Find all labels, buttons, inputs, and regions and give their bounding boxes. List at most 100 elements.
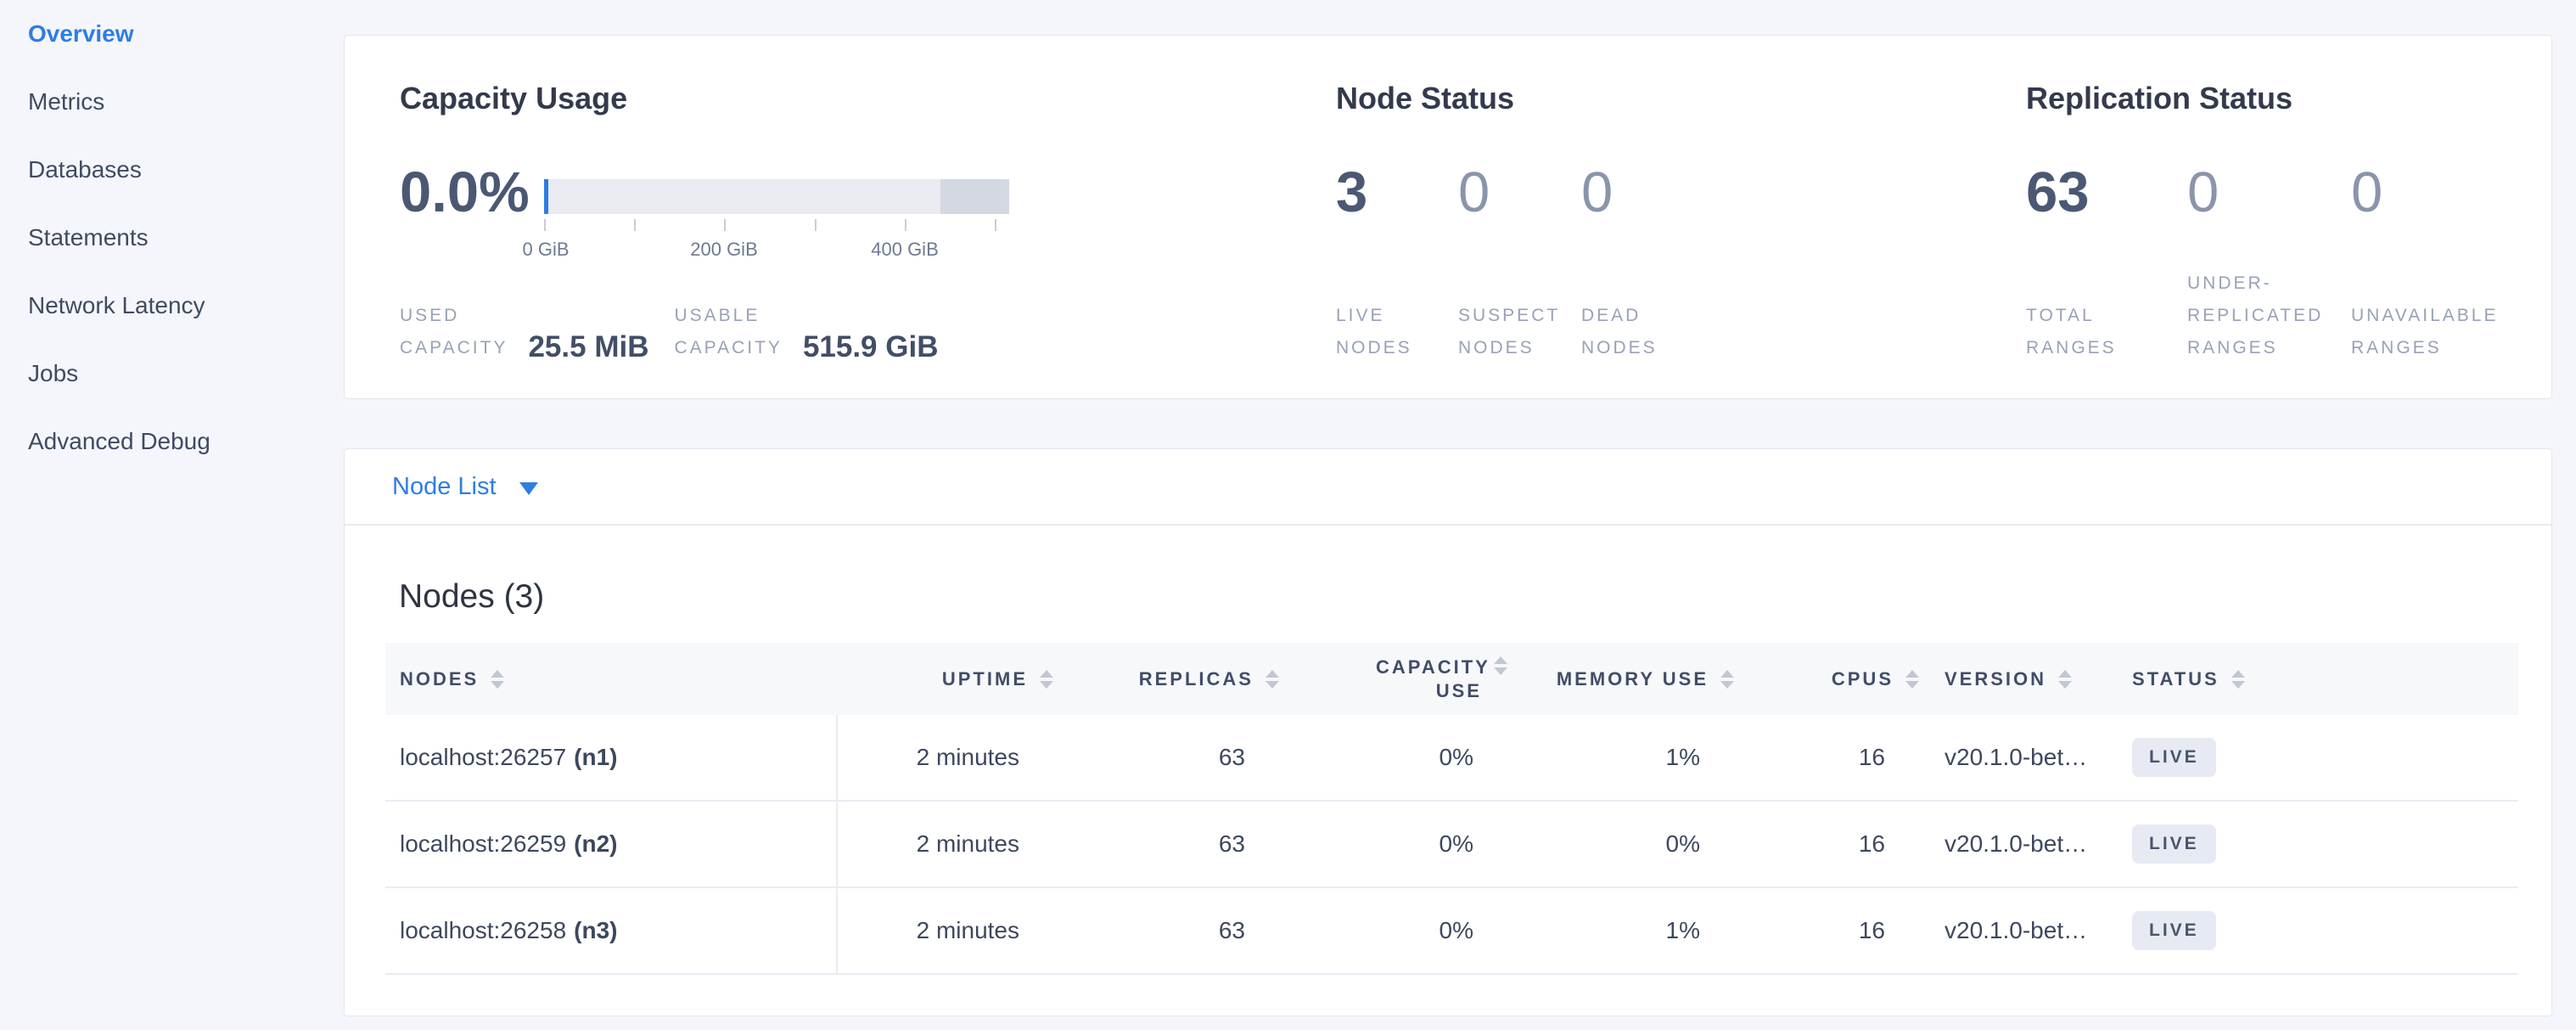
sort-icon — [1720, 669, 1734, 689]
usable-capacity-label: USABLE CAPACITY — [674, 306, 783, 357]
uptime-cell: 2 minutes — [916, 917, 1019, 943]
node-address-cell: localhost:26258 (n3) — [385, 888, 838, 973]
node-status-stats: 3 LIVE NODES 0 SUSPECT NODES 0 — [1336, 160, 1655, 398]
node-list-panel: Node List Nodes (3) NODES UPTIME RE — [344, 448, 2552, 1016]
status-cell: LIVE — [2079, 888, 2518, 973]
nodes-table-header: NODES UPTIME REPLICAS CAPACITY USE — [385, 643, 2518, 715]
capacity-use-cell: 0% — [1439, 830, 1473, 857]
capacity-use-cell: 0% — [1439, 917, 1473, 943]
nodes-table: NODES UPTIME REPLICAS CAPACITY USE — [385, 643, 2518, 975]
dead-nodes-stat: 0 DEAD NODES — [1581, 160, 1655, 398]
column-header-capacity-use[interactable]: CAPACITY USE — [1245, 643, 1507, 715]
sort-icon — [1905, 669, 1919, 689]
unavailable-ranges-stat: 0 UNAVAILABLE RANGES — [2351, 160, 2495, 398]
sidebar-item-overview[interactable]: Overview — [28, 20, 134, 47]
node-status-section: Node Status 3 LIVE NODES 0 SUSPECT NODES — [1336, 36, 2015, 398]
status-badge: LIVE — [2132, 738, 2216, 777]
column-header-replicas[interactable]: REPLICAS — [1019, 643, 1279, 715]
node-list-dropdown[interactable]: Node List — [392, 473, 538, 501]
cpus-cell: 16 — [1858, 917, 1885, 943]
capacity-gauge-used-marker — [544, 179, 548, 214]
capacity-used-percent: 0.0% — [400, 160, 530, 224]
usable-capacity-stat: USABLE CAPACITY 515.9 GiB — [674, 300, 938, 364]
chevron-down-icon — [519, 481, 538, 495]
axis-tick-label: 400 GiB — [871, 239, 939, 260]
status-badge: LIVE — [2132, 825, 2216, 864]
column-header-version[interactable]: VERSION — [1885, 643, 2079, 715]
used-capacity-label: USED CAPACITY — [400, 306, 508, 357]
live-nodes-count: 3 — [1336, 160, 1368, 224]
sort-icon — [2231, 669, 2245, 689]
usable-capacity-value: 515.9 GiB — [802, 330, 939, 363]
suspect-nodes-stat: 0 SUSPECT NODES — [1458, 163, 1581, 398]
nodes-table-body: localhost:26257 (n1) 2 minutes 63 0% 1% … — [385, 715, 2518, 975]
sort-icon — [491, 669, 505, 689]
axis-tick-label: 200 GiB — [690, 239, 758, 260]
sidebar-nav-list: Overview Metrics Databases Statements Ne… — [0, 0, 344, 476]
uptime-cell: 2 minutes — [916, 830, 1019, 857]
live-nodes-stat: 3 LIVE NODES — [1336, 163, 1458, 398]
total-ranges-stat: 63 TOTAL RANGES — [2026, 163, 2187, 398]
capacity-use-cell: 0% — [1439, 744, 1473, 770]
unavailable-ranges-count: 0 — [2351, 160, 2383, 224]
column-header-cpus[interactable]: CPUS — [1700, 643, 1919, 715]
capacity-stats: USED CAPACITY 25.5 MiB USABLE CAPACITY 5… — [400, 300, 938, 364]
table-row-node-3[interactable]: localhost:26258 (n3) 2 minutes 63 0% 1% … — [385, 888, 2518, 975]
replicas-cell: 63 — [1218, 917, 1245, 943]
used-capacity-value: 25.5 MiB — [528, 330, 649, 363]
column-header-nodes[interactable]: NODES — [385, 643, 838, 715]
uptime-cell: 2 minutes — [916, 744, 1019, 770]
replication-status-title: Replication Status — [2026, 81, 2293, 115]
total-ranges-label: TOTAL RANGES — [2026, 306, 2117, 357]
node-address-cell: localhost:26257 (n1) — [385, 715, 838, 800]
dead-nodes-label: DEAD NODES — [1581, 306, 1658, 357]
version-cell: v20.1.0-bet… — [1945, 917, 2088, 943]
node-list-dropdown-label: Node List — [392, 472, 497, 500]
table-row-node-2[interactable]: localhost:26259 (n2) 2 minutes 63 0% 0% … — [385, 802, 2518, 888]
node-status-title: Node Status — [1336, 81, 1515, 115]
column-header-status[interactable]: STATUS — [2079, 643, 2518, 715]
column-header-memory-use[interactable]: MEMORY USE — [1473, 643, 1734, 715]
under-replicated-ranges-stat: 0 UNDER- REPLICATED RANGES — [2187, 163, 2351, 398]
capacity-gauge-reserved-segment — [940, 179, 1009, 214]
capacity-usage-title: Capacity Usage — [400, 81, 628, 115]
axis-tick-label: 0 GiB — [522, 239, 570, 260]
sidebar-item-databases[interactable]: Databases — [28, 156, 142, 183]
sort-icon — [1494, 656, 1507, 675]
sidebar-item-jobs[interactable]: Jobs — [28, 360, 79, 386]
unavailable-ranges-label: UNAVAILABLE RANGES — [2351, 306, 2499, 357]
memory-use-cell: 0% — [1665, 830, 1700, 857]
version-cell: v20.1.0-bet… — [1945, 830, 2088, 857]
sidebar-item-statements[interactable]: Statements — [28, 224, 149, 250]
cpus-cell: 16 — [1858, 830, 1885, 857]
suspect-nodes-count: 0 — [1458, 160, 1490, 224]
under-replicated-ranges-count: 0 — [2187, 160, 2220, 224]
replication-stats: 63 TOTAL RANGES 0 UNDER- REPLICATED RANG… — [2026, 160, 2495, 398]
version-cell: v20.1.0-bet… — [1945, 744, 2088, 770]
dead-nodes-count: 0 — [1581, 160, 1614, 224]
sidebar: Overview Metrics Databases Statements Ne… — [0, 0, 344, 1030]
table-row-node-1[interactable]: localhost:26257 (n1) 2 minutes 63 0% 1% … — [385, 715, 2518, 802]
status-cell: LIVE — [2079, 802, 2518, 886]
capacity-gauge-axis-ticks — [544, 219, 1009, 231]
sidebar-item-metrics[interactable]: Metrics — [28, 88, 105, 115]
replicas-cell: 63 — [1218, 830, 1245, 857]
capacity-usage-section: Capacity Usage 0.0% 0 GiB 200 GiB 400 Gi… — [400, 36, 1333, 398]
nodes-count-heading: Nodes (3) — [399, 578, 545, 615]
memory-use-cell: 1% — [1665, 744, 1700, 770]
suspect-nodes-label: SUSPECT NODES — [1458, 306, 1561, 357]
under-replicated-ranges-label: UNDER- REPLICATED RANGES — [2187, 273, 2324, 357]
live-nodes-label: LIVE NODES — [1336, 306, 1412, 357]
capacity-gauge: 0 GiB 200 GiB 400 GiB — [522, 179, 1009, 290]
sort-icon — [1040, 669, 1053, 689]
sidebar-item-advanced-debug[interactable]: Advanced Debug — [28, 428, 210, 454]
node-address-cell: localhost:26259 (n2) — [385, 802, 838, 886]
cluster-summary-panel: Capacity Usage 0.0% 0 GiB 200 GiB 400 Gi… — [344, 35, 2552, 399]
memory-use-cell: 1% — [1665, 917, 1700, 943]
column-header-uptime[interactable]: UPTIME — [838, 643, 1053, 715]
capacity-gauge-bar — [544, 179, 1009, 214]
sidebar-item-network-latency[interactable]: Network Latency — [28, 292, 205, 318]
node-list-body: Nodes (3) NODES UPTIME REPLICAS — [345, 580, 2551, 975]
view-selector-bar: Node List — [345, 449, 2551, 526]
